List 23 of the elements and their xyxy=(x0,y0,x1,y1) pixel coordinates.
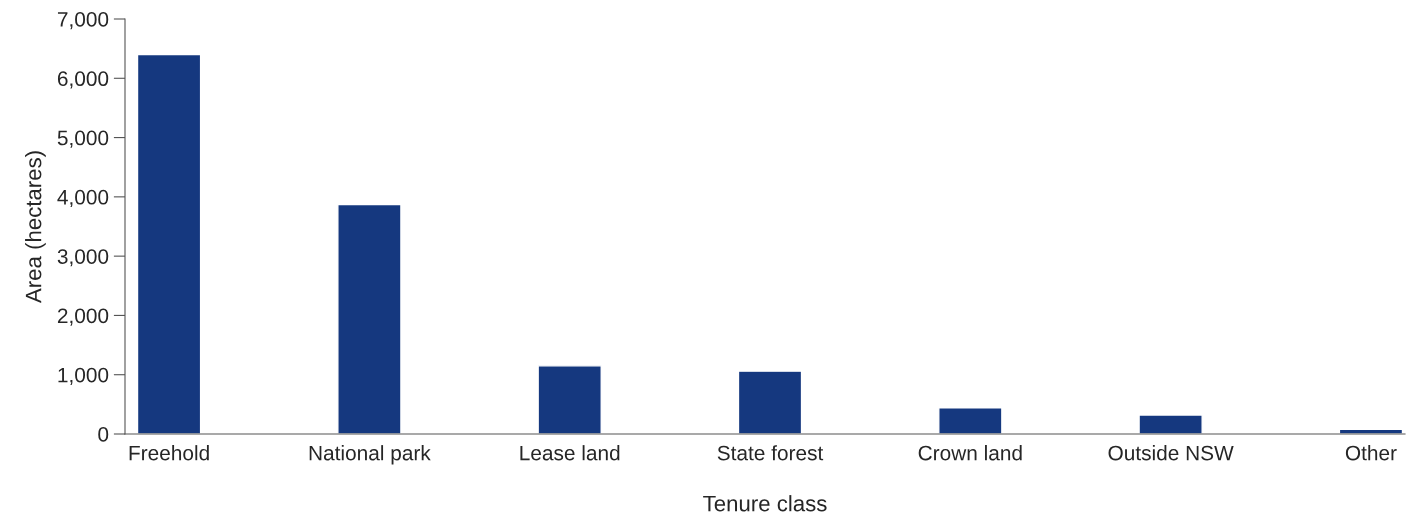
bar xyxy=(1138,414,1203,434)
bar xyxy=(737,370,803,434)
y-tick-label: 0 xyxy=(98,427,109,442)
y-tick-label: 2,000 xyxy=(57,308,109,326)
x-tick-label: State forest xyxy=(717,445,824,461)
x-tick-label: National park xyxy=(309,445,431,465)
y-tick-label: 6,000 xyxy=(57,71,109,89)
x-tick-label: Lease land xyxy=(520,445,620,461)
y-tick-label: 4,000 xyxy=(57,189,109,208)
y-axis-title: Area (hectares) xyxy=(25,151,46,304)
x-tick-label: Crown land xyxy=(918,445,1022,461)
bar xyxy=(537,365,602,434)
x-tick-label: Freehold xyxy=(129,445,209,461)
bar xyxy=(938,407,1003,434)
y-tick-label: 5,000 xyxy=(57,130,109,148)
y-tick-label: 3,000 xyxy=(57,249,109,267)
x-axis-title: Tenure class xyxy=(703,495,827,512)
y-tick-label: 1,000 xyxy=(58,367,109,385)
y-tick-label: 7,000 xyxy=(57,12,109,30)
x-tick-label: Other xyxy=(1345,445,1397,461)
bar xyxy=(136,53,202,434)
x-tick-label: Outside NSW xyxy=(1108,445,1234,461)
bar xyxy=(337,203,402,434)
